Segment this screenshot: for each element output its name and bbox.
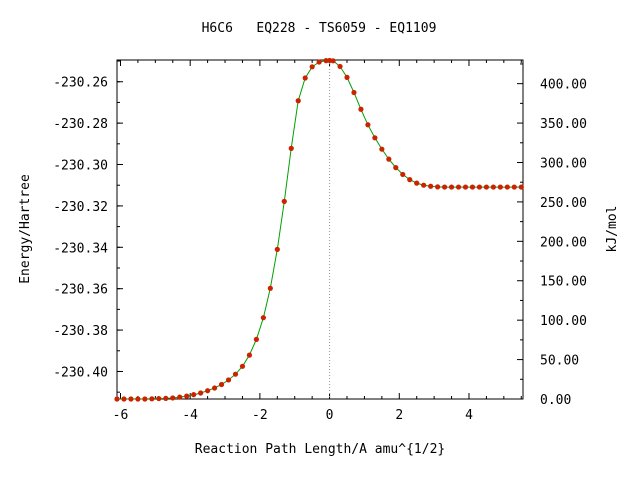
x-tick-label: -2	[252, 408, 268, 423]
y-tick-label: -230.40	[53, 365, 108, 380]
x-axis-label: Reaction Path Length/A amu^{1/2}	[195, 442, 445, 457]
data-point	[114, 396, 120, 402]
data-point	[211, 385, 218, 391]
data-point	[448, 184, 455, 190]
data-point	[407, 177, 413, 183]
y2-tick-label: 300.00	[540, 156, 587, 171]
data-point	[414, 180, 420, 186]
data-point	[225, 377, 232, 383]
data-point	[462, 184, 469, 190]
data-point	[421, 182, 427, 188]
data-point	[177, 394, 183, 400]
x-tick-label: 4	[465, 408, 473, 423]
data-point	[128, 396, 134, 402]
y2-tick-label: 150.00	[540, 275, 587, 290]
data-point	[316, 59, 322, 65]
data-point	[260, 315, 266, 321]
plot-frame	[116, 59, 524, 400]
y-tick-label: -230.32	[53, 200, 108, 215]
data-point	[198, 390, 204, 396]
data-point	[232, 371, 239, 377]
data-point	[518, 184, 524, 190]
x-tick-label: -6	[113, 408, 129, 423]
y2-tick-label: 50.00	[540, 354, 579, 369]
data-point	[149, 396, 155, 402]
x-tick-label: 2	[395, 408, 403, 423]
data-point	[302, 75, 308, 81]
data-point	[135, 396, 141, 402]
y-tick-label: -230.38	[53, 324, 108, 339]
data-point	[288, 145, 294, 151]
data-point	[156, 395, 162, 402]
y-tick-label: -230.26	[53, 76, 108, 91]
x-tick-label: -4	[182, 408, 198, 423]
data-point	[365, 122, 371, 128]
data-point	[253, 336, 259, 342]
data-point	[170, 395, 176, 401]
data-point	[379, 146, 385, 152]
data-point	[393, 165, 399, 171]
data-point	[274, 246, 280, 252]
y2-tick-label: 100.00	[540, 314, 587, 329]
data-point	[121, 396, 127, 402]
plot-area: -6 -4 -2 0 2 4 -230.26 -230.28 -230.30 -230.32 -23…	[53, 57, 587, 423]
y2-tick-label: 0.00	[540, 393, 571, 408]
data-point	[435, 184, 441, 190]
y-axis-label: Energy/Hartree	[18, 174, 33, 284]
data-point	[191, 392, 197, 398]
data-point	[163, 395, 169, 401]
data-point	[428, 183, 434, 189]
y2-tick-label: 250.00	[540, 196, 587, 211]
data-point	[142, 396, 148, 402]
y2-axis-label: kJ/mol	[605, 206, 620, 253]
y-tick-label: -230.28	[53, 117, 108, 132]
data-point	[184, 393, 190, 399]
data-point	[205, 388, 211, 394]
y-tick-label: -230.36	[53, 283, 108, 298]
y2-tick-label: 200.00	[540, 235, 587, 250]
data-point	[476, 184, 483, 190]
data-point	[281, 198, 287, 204]
data-point	[455, 184, 462, 190]
data-point	[358, 106, 364, 112]
data-point	[490, 184, 496, 190]
data-point	[504, 184, 510, 190]
data-point	[309, 64, 315, 70]
data-point	[386, 156, 392, 162]
data-point	[469, 184, 476, 190]
energy-profile-line	[117, 59, 522, 400]
data-point	[267, 285, 273, 291]
y2-tick-label: 350.00	[540, 117, 587, 132]
data-point	[239, 363, 246, 369]
data-point	[511, 184, 517, 190]
data-point	[337, 63, 343, 70]
data-point	[295, 98, 301, 104]
data-point	[400, 171, 406, 178]
data-point	[483, 184, 490, 190]
data-point	[218, 381, 225, 388]
data-point	[246, 352, 253, 358]
y-tick-label: -230.30	[53, 159, 108, 174]
data-point	[330, 58, 336, 64]
data-point	[372, 135, 378, 141]
data-point	[351, 89, 357, 96]
chart-title: H6C6 EQ228 - TS6059 - EQ1109	[202, 21, 437, 36]
x-tick-label: 0	[326, 408, 334, 423]
data-point	[497, 184, 503, 190]
y2-tick-label: 400.00	[540, 78, 587, 93]
data-point	[344, 74, 350, 80]
data-point	[441, 184, 448, 190]
y-tick-label: -230.34	[53, 241, 108, 256]
